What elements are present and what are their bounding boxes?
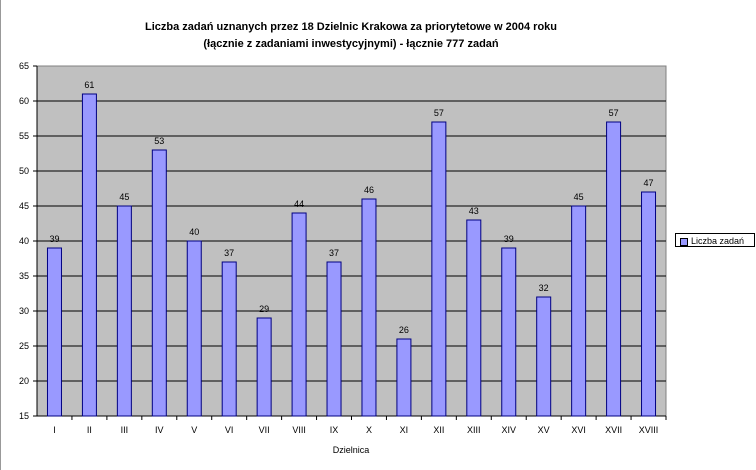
data-label: 45 [574, 192, 584, 202]
x-axis-label: Dzielnica [333, 445, 370, 455]
bar [116, 205, 132, 417]
bar [46, 247, 62, 417]
data-label: 44 [294, 199, 304, 209]
data-label: 45 [119, 192, 129, 202]
bar [431, 121, 447, 417]
x-tick-label: VIII [292, 425, 306, 435]
bar [186, 240, 202, 417]
y-tick-label: 15 [19, 411, 29, 421]
x-tick-label: II [87, 425, 92, 435]
bar [641, 191, 657, 417]
x-tick-label: XII [433, 425, 444, 435]
x-tick-label: III [121, 425, 129, 435]
data-label: 61 [84, 80, 94, 90]
bar [81, 93, 97, 417]
bar [606, 121, 622, 417]
data-label: 39 [504, 234, 514, 244]
data-label: 46 [364, 185, 374, 195]
data-label: 40 [189, 227, 199, 237]
y-tick-label: 20 [19, 376, 29, 386]
x-tick-label: X [366, 425, 372, 435]
legend-label: Liczba zadań [691, 236, 745, 246]
y-tick-label: 25 [19, 341, 29, 351]
x-tick-label: XIV [501, 425, 516, 435]
y-tick-label: 55 [19, 131, 29, 141]
x-tick-label: XV [538, 425, 550, 435]
x-tick-label: IX [330, 425, 339, 435]
x-tick-label: XVI [571, 425, 586, 435]
data-label: 37 [224, 248, 234, 258]
bar [256, 317, 272, 417]
x-tick-label: VII [259, 425, 270, 435]
bar [501, 247, 517, 417]
y-tick-label: 60 [19, 96, 29, 106]
x-tick-label: XIII [467, 425, 481, 435]
y-tick-label: 35 [19, 271, 29, 281]
bar [571, 205, 587, 417]
x-tick-label: IV [155, 425, 164, 435]
x-tick-label: XI [400, 425, 409, 435]
data-label: 37 [329, 248, 339, 258]
y-tick-label: 40 [19, 236, 29, 246]
data-label: 57 [609, 108, 619, 118]
bar [221, 261, 237, 417]
bar [151, 149, 167, 417]
x-tick-label: VI [225, 425, 234, 435]
y-tick-label: 65 [19, 61, 29, 71]
bar [466, 219, 482, 417]
y-tick-label: 30 [19, 306, 29, 316]
x-tick-label: V [191, 425, 197, 435]
bar [361, 198, 377, 417]
y-tick-label: 45 [19, 201, 29, 211]
data-label: 32 [539, 283, 549, 293]
bar [326, 261, 342, 417]
data-label: 43 [469, 206, 479, 216]
bar [536, 296, 552, 417]
data-label: 47 [644, 178, 654, 188]
chart-title: Liczba zadań uznanych przez 18 Dzielnic … [145, 21, 557, 33]
data-label: 26 [399, 325, 409, 335]
data-label: 39 [49, 234, 59, 244]
x-tick-label: XVIII [639, 425, 659, 435]
data-label: 53 [154, 136, 164, 146]
legend-swatch [680, 237, 688, 246]
x-tick-label: I [53, 425, 56, 435]
bar [291, 212, 307, 417]
data-label: 29 [259, 304, 269, 314]
y-tick-label: 50 [19, 166, 29, 176]
x-tick-label: XVII [605, 425, 622, 435]
chart-subtitle: (łącznie z zadaniami inwestycyjnymi) - ł… [203, 38, 499, 50]
bar [396, 338, 412, 417]
data-label: 57 [434, 108, 444, 118]
legend: Liczba zadań [675, 233, 755, 247]
